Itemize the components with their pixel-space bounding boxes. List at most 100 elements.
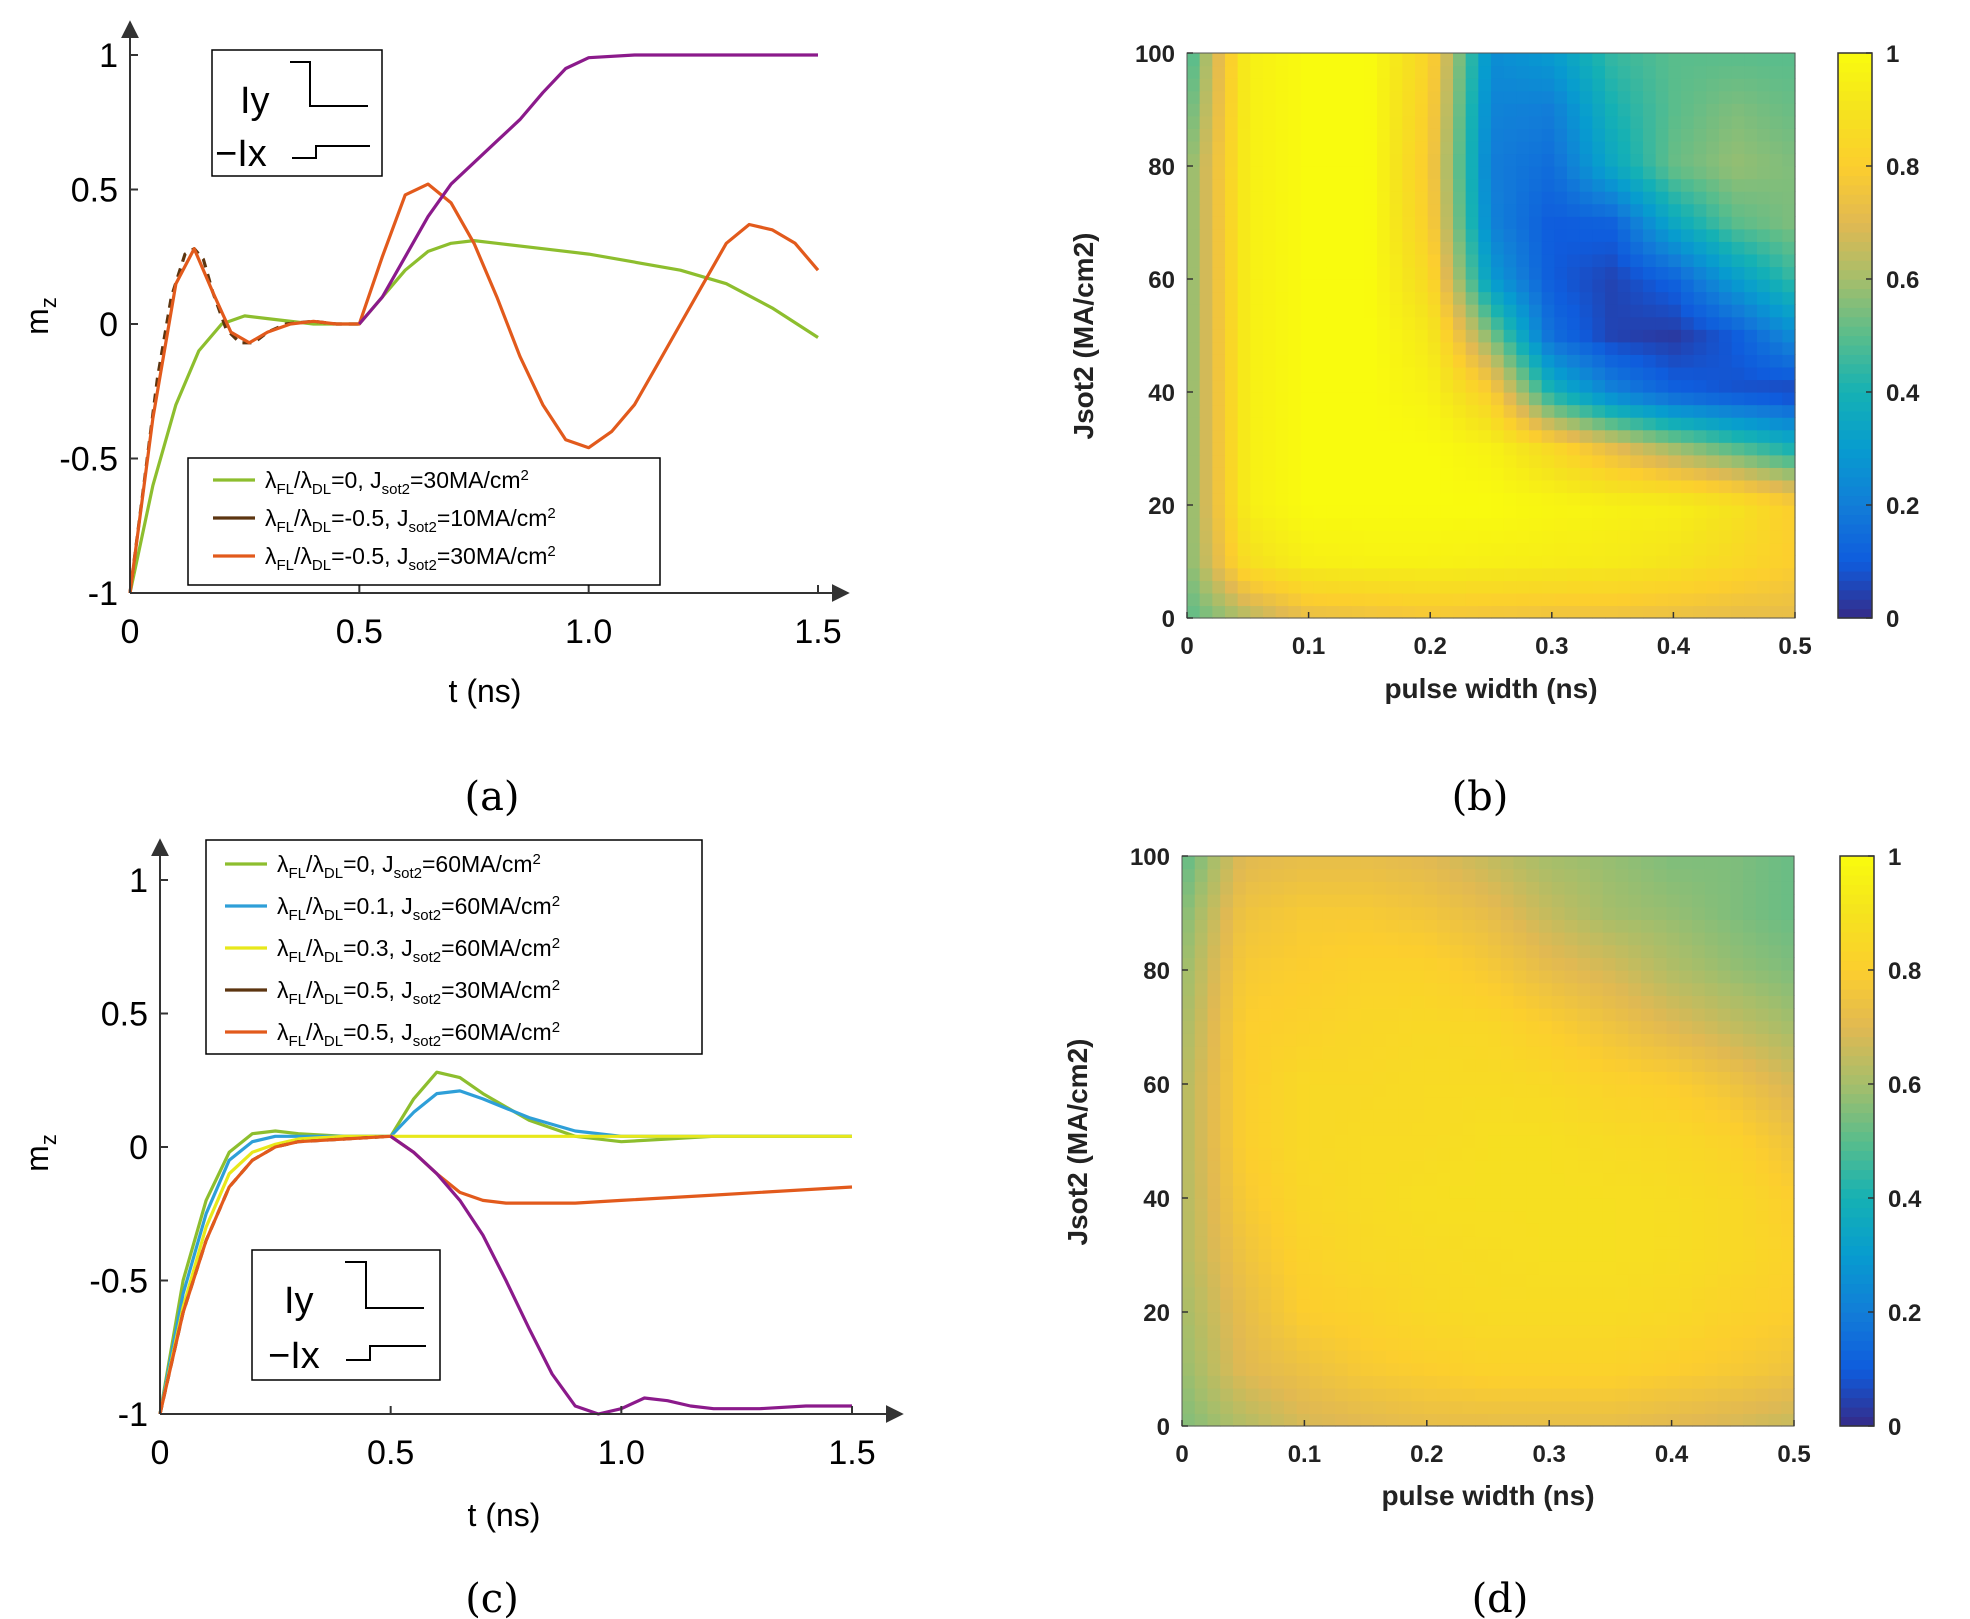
heatmap-cell [1182, 944, 1196, 958]
heatmap-cell [1655, 304, 1669, 318]
heatmap-cell [1668, 253, 1682, 268]
heatmap-cell [1592, 291, 1606, 305]
colorbar-cell [1838, 439, 1872, 450]
heatmap-cell [1373, 1261, 1387, 1275]
heatmap-cell [1513, 982, 1527, 996]
heatmap-cell [1744, 166, 1758, 180]
heatmap-cell [1641, 868, 1655, 882]
heatmap-cell [1220, 1160, 1234, 1174]
heatmap-cell [1271, 1337, 1285, 1351]
heatmap-cell [1653, 1362, 1668, 1376]
heatmap-cell [1781, 856, 1795, 870]
heatmap-cell [1516, 467, 1530, 481]
colorbar-cell [1840, 1093, 1874, 1104]
heatmap-cell [1491, 316, 1505, 330]
heatmap-cell [1271, 1160, 1285, 1174]
heatmap-cell [1769, 191, 1783, 205]
heatmap-cell [1465, 354, 1479, 368]
heatmap-cell [1373, 1033, 1387, 1047]
heatmap-cell [1617, 291, 1631, 305]
heatmap-cell [1245, 919, 1260, 933]
heatmap-cell [1194, 1185, 1209, 1199]
heatmap-cell [1539, 970, 1553, 984]
heatmap-cell [1513, 1185, 1527, 1199]
heatmap-cell [1373, 1324, 1387, 1338]
colorbar-cell [1838, 260, 1872, 271]
heatmap-cell [1351, 103, 1365, 117]
heatmap-cell [1516, 379, 1530, 393]
heatmap-cell [1347, 1198, 1362, 1212]
heatmap-cell [1351, 580, 1365, 594]
heatmap-cell [1590, 1147, 1604, 1161]
colorbar-cell [1840, 1027, 1874, 1038]
heatmap-cell [1402, 304, 1416, 318]
heatmap-cell [1258, 1096, 1272, 1110]
heatmap-cell [1225, 153, 1239, 167]
heatmap-cell [1706, 592, 1720, 607]
heatmap-cell [1233, 906, 1247, 920]
heatmap-cell [1478, 542, 1492, 556]
heatmap-cell [1513, 1375, 1527, 1389]
heatmap-cell [1437, 1033, 1451, 1047]
heatmap-cell [1681, 53, 1695, 67]
heatmap-cell [1347, 1046, 1362, 1060]
heatmap-cell [1693, 329, 1707, 343]
heatmap-cell [1681, 605, 1695, 619]
heatmap-cell [1225, 354, 1239, 368]
heatmap-cell [1666, 881, 1680, 895]
heatmap-cell [1462, 1274, 1476, 1288]
heatmap-cell [1782, 329, 1796, 343]
heatmap-cell [1288, 178, 1302, 192]
heatmap-cell [1592, 178, 1606, 192]
heatmap-cell [1681, 216, 1695, 230]
heatmap-cell [1322, 1350, 1336, 1364]
heatmap-cell [1475, 1210, 1489, 1224]
heatmap-cell [1478, 78, 1492, 92]
heatmap-cell [1440, 454, 1454, 468]
heatmap-cell [1284, 906, 1298, 920]
heatmap-cell [1693, 279, 1707, 293]
heatmap-cell [1389, 228, 1403, 242]
heatmap-cell [1437, 1286, 1451, 1300]
heatmap-cell [1743, 1210, 1757, 1224]
heatmap-cell [1212, 304, 1226, 318]
heatmap-cell [1199, 153, 1213, 167]
heatmap-cell [1513, 1312, 1527, 1326]
heatmap-cell [1592, 530, 1606, 544]
heatmap-cell [1377, 479, 1391, 494]
heatmap-cell [1411, 970, 1425, 984]
heatmap-cell [1768, 1299, 1782, 1313]
heatmap-cell [1730, 1008, 1744, 1022]
heatmap-cell [1503, 216, 1517, 230]
heatmap-cell [1655, 329, 1669, 343]
heatmap-cell [1301, 166, 1315, 180]
heatmap-cell [1516, 103, 1530, 117]
heatmap-cell [1296, 1261, 1311, 1275]
heatmap-cell [1731, 304, 1745, 318]
heatmap-cell [1692, 1299, 1706, 1313]
heatmap-cell [1462, 1362, 1476, 1376]
heatmap-cell [1415, 191, 1429, 205]
colorbar-cell [1838, 561, 1872, 572]
heatmap-cell [1398, 932, 1413, 946]
heatmap-cell [1199, 454, 1213, 468]
heatmap-cell [1529, 53, 1543, 67]
heatmap-cell [1373, 1210, 1387, 1224]
heatmap-cell [1653, 944, 1668, 958]
heatmap-cell [1605, 392, 1619, 406]
heatmap-cell [1389, 266, 1403, 280]
heatmap-cell [1653, 1261, 1668, 1275]
heatmap-cell [1503, 166, 1517, 180]
heatmap-cell [1309, 1248, 1323, 1262]
heatmap-cell [1551, 1109, 1566, 1123]
heatmap-cell [1513, 1058, 1527, 1072]
heatmap-cell [1641, 1147, 1655, 1161]
heatmap-cell [1194, 1248, 1209, 1262]
heatmap-cell [1704, 1286, 1719, 1300]
heatmap-cell [1263, 191, 1277, 205]
heatmap-cell [1668, 316, 1682, 330]
heatmap-cell [1579, 203, 1593, 217]
heatmap-cell [1225, 467, 1239, 481]
heatmap-cell [1322, 1388, 1336, 1402]
